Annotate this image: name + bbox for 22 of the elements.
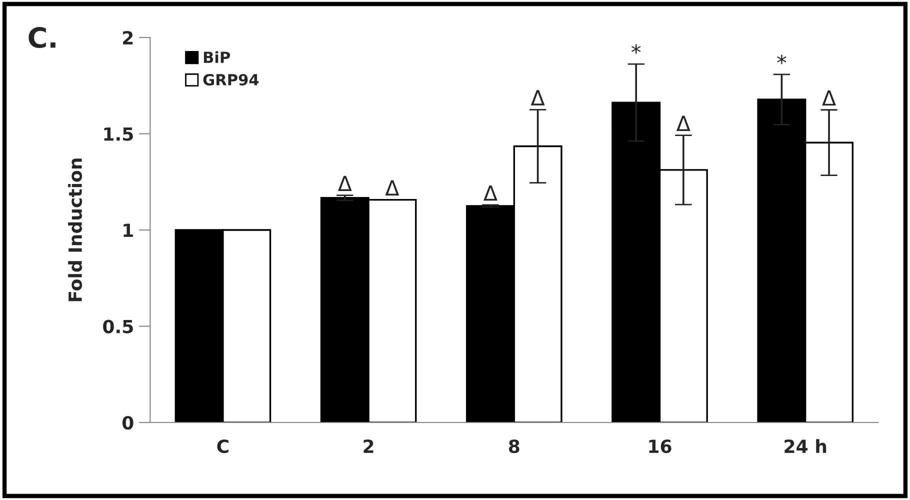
annotation: Δ <box>676 116 690 131</box>
text: C. <box>28 27 56 48</box>
y-tick-label: 1 <box>124 224 133 237</box>
annotation: Δ <box>530 90 545 106</box>
x-tick-label: 24 h <box>784 439 826 453</box>
annotation: Δ <box>484 185 498 201</box>
annotation: * <box>777 54 786 64</box>
annotation: * <box>632 44 641 54</box>
legend-label: BiP <box>204 51 230 63</box>
y-tick-label: 1.5 <box>104 127 133 141</box>
annotation: Δ <box>385 180 400 196</box>
annotation: Δ <box>338 176 352 192</box>
x-tick-label: 2 <box>364 439 374 453</box>
x-tick-label: C <box>217 439 228 454</box>
y-tick-label: 0.5 <box>103 320 133 334</box>
annotation: Δ <box>822 90 836 106</box>
legend-label: GRP94 <box>203 74 259 86</box>
y-axis-title: Fold Induction <box>68 158 82 302</box>
y-tick-label: 2 <box>123 30 133 44</box>
y-tick-label: 0 <box>122 416 134 430</box>
x-tick-label: 16 <box>649 440 672 454</box>
x-tick-label: 8 <box>508 439 520 454</box>
